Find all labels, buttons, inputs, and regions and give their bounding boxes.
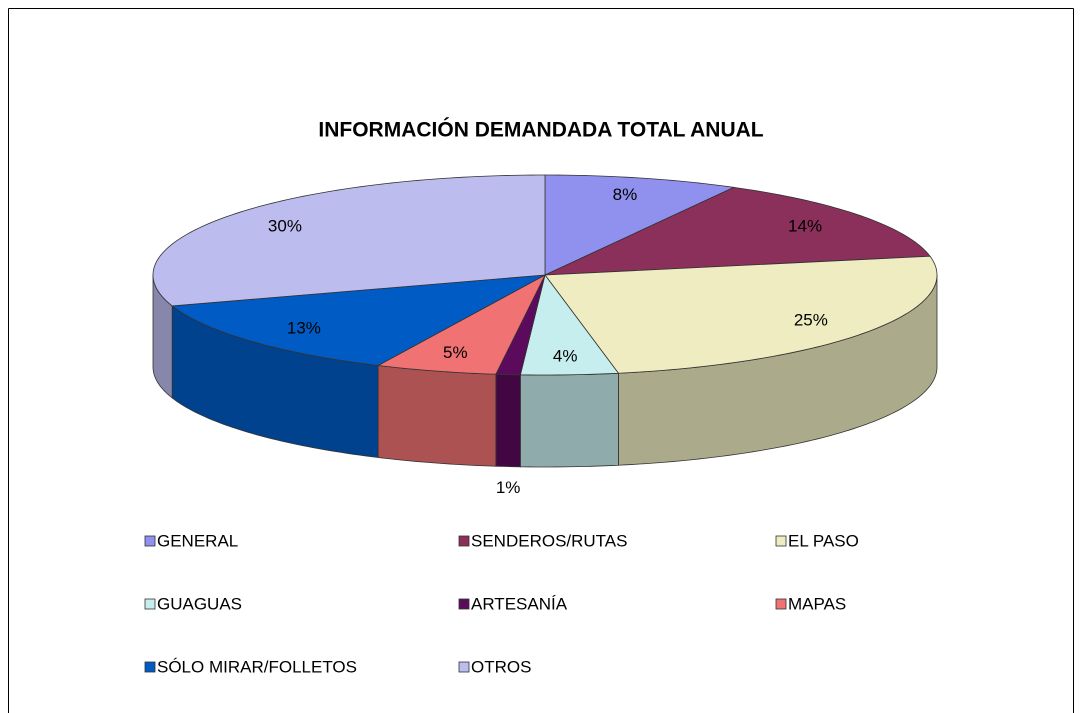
legend-label: ARTESANÍA [471,594,568,613]
pie-slice [544,255,938,374]
data-label: 14% [788,216,822,235]
legend-swatch [144,598,156,610]
data-label: 13% [287,319,321,338]
pie-side [519,372,619,468]
pie-slice [376,274,546,375]
pie-slice [544,186,931,276]
pie-slice [171,274,546,366]
chart-title: INFORMACIÓN DEMANDADA TOTAL ANUAL [318,118,763,142]
legend-swatch [144,535,156,547]
data-label: 8% [613,185,638,204]
legend-label: GENERAL [157,531,238,550]
legend-swatch [458,535,470,547]
data-label: 1% [496,478,521,497]
legend-swatch [775,535,787,547]
data-label: 25% [794,311,828,330]
legend-label: SÓLO MIRAR/FOLLETOS [157,657,357,676]
legend-label: GUAGUAS [157,594,242,613]
data-label: 5% [443,343,468,362]
legend-label: OTROS [471,657,531,676]
legend-swatch [458,598,470,610]
pie-slice [544,174,736,276]
legend-swatch [458,661,470,673]
pie-slice [152,174,546,307]
legend-label: SENDEROS/RUTAS [471,531,628,550]
legend-swatch [775,598,787,610]
data-label: 30% [268,216,302,235]
legend-label: MAPAS [788,594,846,613]
legend-swatch [144,661,156,673]
pie-side [377,365,497,467]
data-label: 4% [553,346,578,365]
pie-slice [519,274,620,376]
pie-side [495,373,521,468]
legend-label: EL PASO [788,531,859,550]
